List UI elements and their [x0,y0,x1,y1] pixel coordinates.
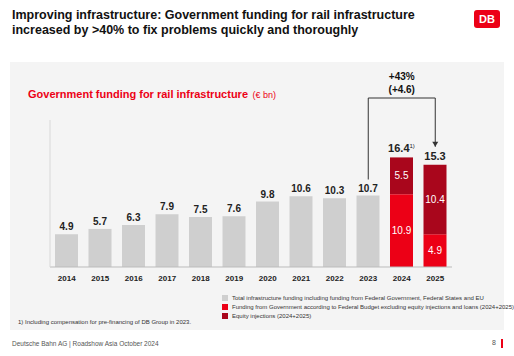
html-text:Improving infrastructure: Gove: Improving infrastructure: Government fun… [12,8,415,37]
html-text:1) Including compensation for: 1) Including compensation for pre-financ… [18,319,192,325]
svg-text:10.9: 10.9 [392,225,412,236]
svg-text:2024: 2024 [393,274,411,283]
svg-text:2025: 2025 [426,274,444,283]
html-text:Funding from Government accord: Funding from Government according to Fed… [232,303,514,310]
html-text:Deutsche Bahn AG | Roadshow As: Deutsche Bahn AG | Roadshow Asia October… [12,340,159,347]
svg-text:10.7: 10.7 [358,183,378,194]
html-text:Government funding for rail in: Government funding for rail infrastructu… [28,88,276,100]
svg-text:+43%: +43% [389,71,415,82]
svg-text:2018: 2018 [192,274,210,283]
html-text:8: 8 [492,339,496,346]
svg-text:5.7: 5.7 [93,216,107,227]
svg-text:2023: 2023 [359,274,377,283]
svg-text:7.6: 7.6 [227,203,241,214]
html-text:Equity injections (2024+2025): Equity injections (2024+2025) [232,312,312,319]
svg-text:10.4: 10.4 [425,194,445,205]
svg-text:7.9: 7.9 [160,201,174,212]
svg-text:2015: 2015 [91,274,109,283]
svg-text:7.5: 7.5 [194,204,208,215]
svg-text:2019: 2019 [225,274,243,283]
html-text:Total infrastructure funding i: Total infrastructure funding including f… [232,294,484,301]
svg-text:10.3: 10.3 [325,185,345,196]
svg-text:2014: 2014 [58,274,76,283]
svg-text:5.5: 5.5 [395,170,409,181]
svg-text:2020: 2020 [259,274,277,283]
svg-text:2021: 2021 [292,274,310,283]
svg-text:(+4.6): (+4.6) [389,84,415,95]
svg-text:4.9: 4.9 [428,245,442,256]
svg-text:2022: 2022 [326,274,344,283]
svg-text:9.8: 9.8 [261,189,275,200]
svg-text:10.6: 10.6 [291,183,311,194]
svg-text:2016: 2016 [125,274,143,283]
html-text:DB: DB [479,13,495,25]
svg-text:4.9: 4.9 [60,221,74,232]
svg-text:16.41): 16.41) [388,142,415,154]
svg-text:2017: 2017 [158,274,176,283]
svg-text:15.3: 15.3 [424,150,445,162]
svg-text:6.3: 6.3 [127,212,141,223]
